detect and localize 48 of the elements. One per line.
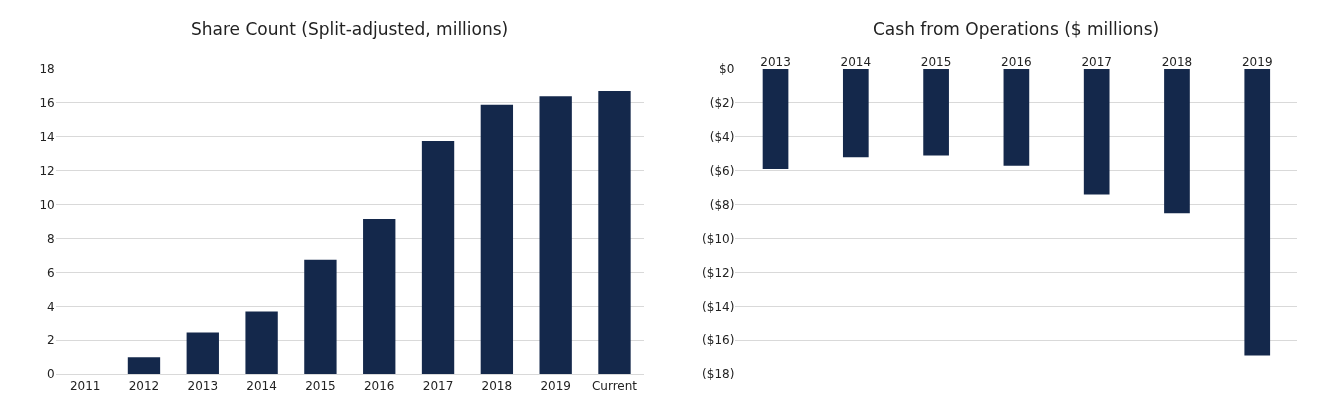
- y-tick-label: ($12): [702, 265, 735, 280]
- x-tick-label: 2011: [69, 378, 101, 393]
- y-tick-label: ($6): [709, 163, 735, 178]
- x-tick-label: 2016: [1001, 54, 1032, 69]
- y-tick-label: ($2): [709, 96, 735, 111]
- x-tick-label: 2015: [305, 378, 336, 393]
- bar: [539, 96, 572, 375]
- x-tick-label: 2017: [1081, 54, 1112, 69]
- y-tick-label: ($16): [702, 333, 735, 348]
- y-tick-label: 16: [39, 96, 55, 111]
- x-tick-label: 2013: [187, 378, 219, 393]
- y-tick-label: 18: [39, 62, 55, 77]
- x-tick-label: Current: [591, 378, 638, 393]
- y-tick-label: 2: [47, 333, 55, 348]
- chart-title: Share Count (Split-adjusted, millions): [191, 19, 509, 39]
- y-tick-label: ($8): [709, 197, 735, 212]
- y-tick-label: ($10): [702, 231, 735, 246]
- y-tick-label: 6: [47, 265, 55, 280]
- x-tick-label: 2019: [1241, 54, 1273, 69]
- bar: [186, 332, 219, 375]
- x-tick-label: 2012: [128, 378, 160, 393]
- y-tick-label: $0: [719, 62, 735, 77]
- y-tick-label: 8: [47, 231, 55, 246]
- bar: [304, 259, 337, 375]
- y-tick-label: 4: [47, 299, 55, 314]
- x-tick-label: 2015: [920, 54, 952, 69]
- y-tick-label: 0: [47, 367, 55, 382]
- x-tick-label: 2013: [760, 54, 791, 69]
- bar: [480, 104, 514, 375]
- x-tick-label: 2018: [481, 378, 513, 393]
- x-tick-label: 2014: [840, 54, 872, 69]
- x-tick-label: 2014: [246, 378, 277, 393]
- bar: [421, 141, 455, 375]
- bar: [127, 357, 161, 375]
- y-tick-label: 10: [39, 197, 55, 212]
- y-tick-label: 12: [39, 163, 55, 178]
- x-tick-label: 2019: [540, 378, 571, 393]
- y-tick-label: ($4): [709, 130, 735, 145]
- y-tick-label: 14: [39, 130, 55, 145]
- bar: [245, 311, 278, 375]
- x-tick-label: 2016: [363, 378, 395, 393]
- x-tick-label: 2018: [1161, 54, 1193, 69]
- bar: [598, 91, 631, 375]
- chart-title: Cash from Operations ($ millions): [873, 19, 1160, 39]
- bar: [363, 219, 396, 375]
- y-tick-label: ($14): [702, 299, 735, 314]
- x-tick-label: 2017: [422, 378, 454, 393]
- y-tick-label: ($18): [702, 367, 735, 382]
